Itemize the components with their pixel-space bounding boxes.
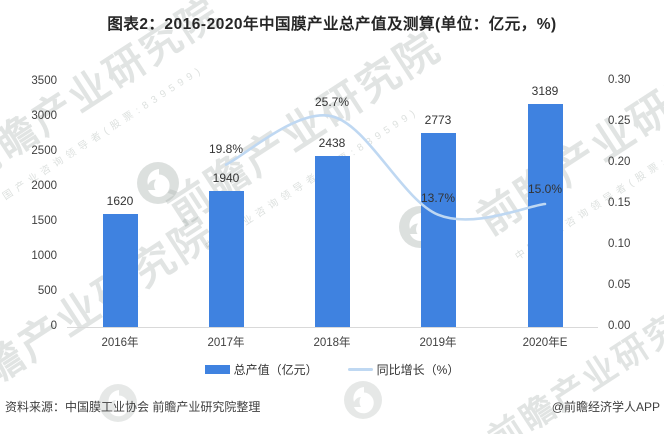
y-axis-tick-left: 2500 xyxy=(31,145,57,157)
bar-2016年 xyxy=(102,213,138,327)
bar-2017年 xyxy=(208,191,244,327)
y-axis-tick-right: 0.10 xyxy=(608,238,631,250)
y-axis-tick-right: 0.20 xyxy=(608,156,631,168)
legend-label: 同比增长（%） xyxy=(376,363,460,377)
chart-title: 图表2：2016-2020年中国膜产业总产值及测算(单位：亿元，%) xyxy=(107,16,557,33)
line-point-label: 15.0% xyxy=(527,182,563,196)
app-credit: @前瞻经济学人APP xyxy=(551,400,660,414)
y-axis-tick-left: 1500 xyxy=(31,215,57,227)
y-axis-tick-right: 0.25 xyxy=(608,115,631,127)
y-axis-tick-left: 0 xyxy=(50,320,57,332)
bar-2018年 xyxy=(314,156,350,327)
y-axis-tick-left: 3500 xyxy=(31,75,57,87)
x-axis-label: 2017年 xyxy=(207,337,245,349)
x-axis-baseline xyxy=(67,327,598,328)
legend-bar-swatch xyxy=(204,365,230,374)
bar-value-label: 3189 xyxy=(531,84,559,98)
y-axis-tick-right: 0.05 xyxy=(608,279,631,291)
bar-value-label: 2438 xyxy=(318,136,346,150)
bar-value-label: 1620 xyxy=(106,194,134,208)
legend-item-yoy-growth: 同比增长（%） xyxy=(347,361,460,378)
bar-2019年 xyxy=(420,132,456,327)
y-axis-tick-left: 500 xyxy=(37,285,57,297)
y-axis-tick-right: 0.15 xyxy=(608,197,631,209)
line-point-label: 25.7% xyxy=(314,95,350,109)
y-axis-tick-left: 1000 xyxy=(31,250,57,262)
x-axis-label: 2019年 xyxy=(419,337,457,349)
y-axis-tick-right: 0.00 xyxy=(608,320,631,332)
y-axis-tick-left: 2000 xyxy=(31,180,57,192)
legend-item-total-output: 总产值（亿元） xyxy=(204,361,318,378)
y-axis-tick-left: 3000 xyxy=(31,110,57,122)
y-axis-tick-right: 0.30 xyxy=(608,74,631,86)
legend-line-swatch xyxy=(347,368,373,371)
legend: 总产值（亿元） 同比增长（%） xyxy=(0,361,664,378)
watermark-bird-logo-icon xyxy=(344,381,382,419)
source-note: 资料来源：中国膜工业协会 前瞻产业研究院整理 xyxy=(5,400,261,414)
line-point-label: 13.7% xyxy=(420,191,456,205)
x-axis-label: 2016年 xyxy=(101,337,139,349)
legend-label: 总产值（亿元） xyxy=(233,363,318,377)
bar-value-label: 2773 xyxy=(424,113,452,127)
x-axis-label: 2020年E xyxy=(522,337,568,349)
x-axis-label: 2018年 xyxy=(313,337,351,349)
bar-value-label: 1940 xyxy=(212,171,240,185)
growth-line-path xyxy=(224,114,547,221)
bar-2020年E xyxy=(527,103,563,327)
line-point-label: 19.8% xyxy=(208,142,244,156)
watermark-text: 前瞻产业研究院 xyxy=(469,32,664,244)
